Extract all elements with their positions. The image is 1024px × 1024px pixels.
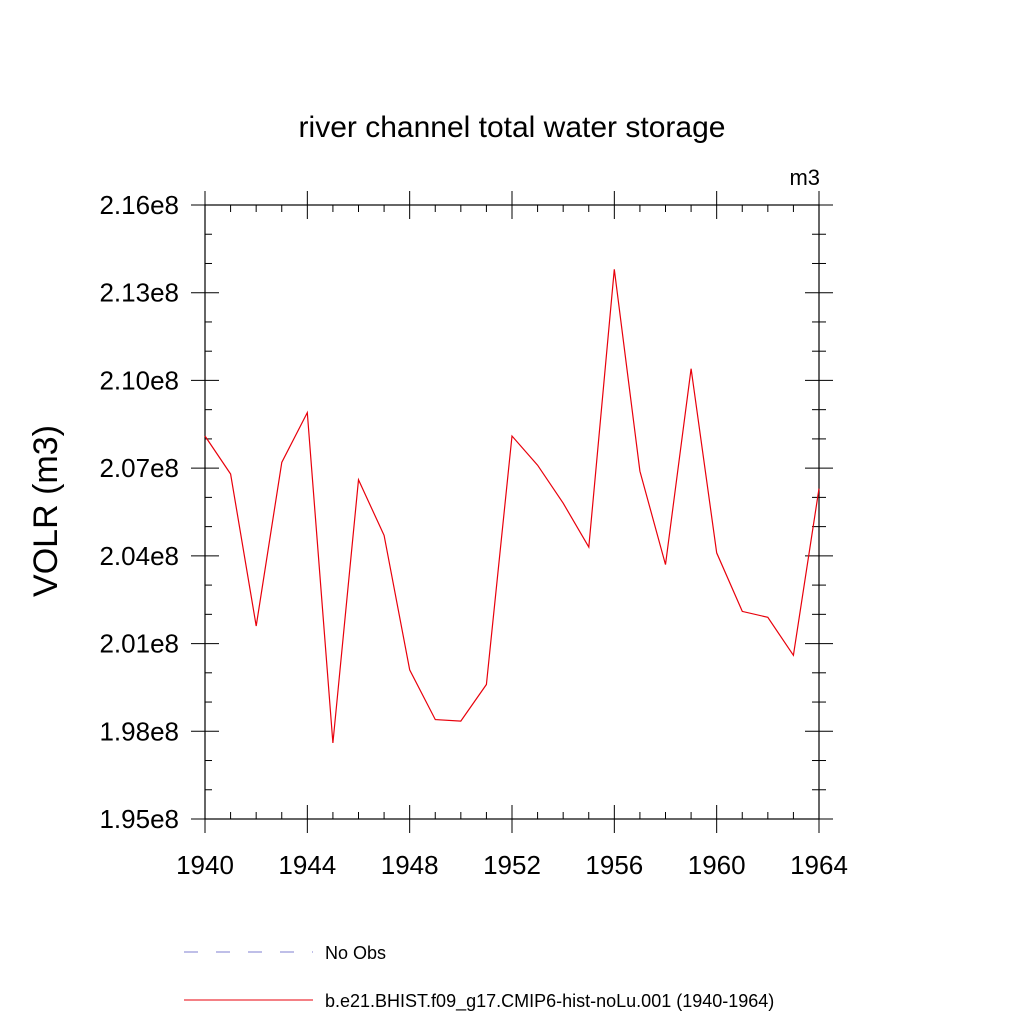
- legend-label: b.e21.BHIST.f09_g17.CMIP6-hist-noLu.001 …: [325, 991, 774, 1012]
- x-tick-label: 1956: [585, 850, 643, 880]
- data-point: [256, 626, 257, 627]
- y-tick-label: 1.98e8: [99, 716, 179, 746]
- y-tick-label: 2.04e8: [99, 541, 179, 571]
- data-point: [563, 503, 564, 504]
- y-tick-label: 2.16e8: [99, 190, 179, 220]
- chart-title: river channel total water storage: [299, 111, 726, 144]
- axis-ticks: 1.95e8 1.98e8 2.01e8 2.04e8 2.07e8 2.10e8 2.13…: [99, 190, 847, 880]
- data-point: [767, 617, 768, 618]
- series-line: [204, 269, 820, 744]
- data-point: [205, 435, 206, 436]
- data-point: [793, 655, 794, 656]
- x-tick-label: 1964: [790, 850, 848, 880]
- data-point: [460, 721, 461, 722]
- data-point: [588, 547, 589, 548]
- data-point: [230, 473, 231, 474]
- y-tick-label: 2.07e8: [99, 453, 179, 483]
- plot-frame: [204, 204, 820, 820]
- data-point: [384, 535, 385, 536]
- x-tick-label: 1944: [278, 850, 336, 880]
- x-tick-label: 1952: [483, 850, 541, 880]
- data-point: [614, 269, 615, 270]
- y-axis-label: VOLR (m3): [27, 425, 65, 597]
- x-tick-label: 1948: [381, 850, 439, 880]
- data-point: [307, 412, 308, 413]
- y-tick-label: 1.95e8: [99, 804, 179, 834]
- data-point: [819, 488, 820, 489]
- series-layer: [204, 269, 820, 744]
- data-point: [716, 552, 717, 553]
- units-label: m3: [789, 165, 820, 190]
- data-point: [512, 435, 513, 436]
- data-point: [742, 611, 743, 612]
- data-point: [358, 479, 359, 480]
- x-tick-label: 1960: [688, 850, 746, 880]
- data-point: [665, 564, 666, 565]
- x-tick-label: 1940: [176, 850, 234, 880]
- data-point: [435, 719, 436, 720]
- y-tick-label: 2.10e8: [99, 365, 179, 395]
- data-point: [486, 684, 487, 685]
- data-point: [281, 462, 282, 463]
- data-point: [332, 742, 333, 743]
- legend-label: No Obs: [325, 943, 386, 963]
- legend: No Obs b.e21.BHIST.f09_g17.CMIP6-hist-noL…: [184, 943, 774, 1012]
- data-point: [639, 471, 640, 472]
- y-tick-label: 2.13e8: [99, 278, 179, 308]
- data-point: [409, 669, 410, 670]
- data-point: [691, 368, 692, 369]
- data-point: [537, 465, 538, 466]
- y-tick-label: 2.01e8: [99, 629, 179, 659]
